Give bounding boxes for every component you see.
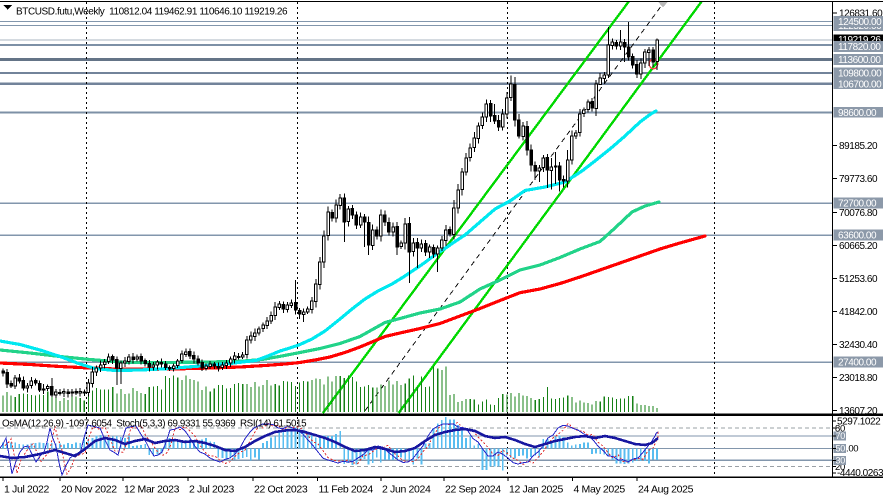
svg-text:4 May 2025: 4 May 2025 bbox=[574, 484, 626, 496]
svg-text:50: 50 bbox=[836, 444, 846, 454]
svg-text:12 Jan 2025: 12 Jan 2025 bbox=[509, 484, 563, 496]
svg-text:51253.60: 51253.60 bbox=[839, 274, 878, 285]
svg-text:89185.20: 89185.20 bbox=[839, 141, 878, 152]
svg-text:72700.00: 72700.00 bbox=[838, 199, 877, 210]
svg-text:0.00: 0.00 bbox=[841, 444, 858, 455]
svg-text:13607.20: 13607.20 bbox=[839, 406, 878, 417]
svg-text:22 Oct 2023: 22 Oct 2023 bbox=[254, 484, 308, 496]
svg-text:106700.00: 106700.00 bbox=[838, 79, 882, 90]
svg-text:24 Aug 2025: 24 Aug 2025 bbox=[638, 484, 694, 496]
svg-text:70076.80: 70076.80 bbox=[839, 208, 878, 219]
svg-text:20 Nov 2022: 20 Nov 2022 bbox=[61, 484, 117, 496]
svg-text:117820.00: 117820.00 bbox=[838, 42, 881, 53]
svg-text:11 Feb 2024: 11 Feb 2024 bbox=[319, 484, 374, 496]
svg-text:27400.00: 27400.00 bbox=[838, 358, 877, 369]
svg-text:5297.1022: 5297.1022 bbox=[837, 417, 881, 428]
svg-text:80: 80 bbox=[835, 423, 845, 434]
svg-text:12 Mar 2023: 12 Mar 2023 bbox=[124, 484, 180, 496]
svg-text:79773.60: 79773.60 bbox=[839, 174, 878, 185]
svg-text:60665.20: 60665.20 bbox=[839, 241, 878, 252]
svg-text:126831.60: 126831.60 bbox=[839, 9, 883, 20]
svg-text:70: 70 bbox=[836, 431, 846, 441]
svg-text:BTCUSD.futu,Weekly 110812.04: BTCUSD.futu,Weekly 110812.04 119462.91 1… bbox=[16, 7, 288, 18]
svg-text:119219.26: 119219.26 bbox=[838, 35, 881, 46]
svg-text:20: 20 bbox=[835, 462, 845, 473]
svg-text:23018.80: 23018.80 bbox=[839, 373, 878, 384]
svg-text:109800.00: 109800.00 bbox=[838, 69, 882, 80]
svg-text:30: 30 bbox=[836, 456, 846, 466]
svg-text:2 Jun 2024: 2 Jun 2024 bbox=[382, 484, 431, 496]
svg-text:2 Jul 2023: 2 Jul 2023 bbox=[189, 484, 234, 496]
svg-text:98600.00: 98600.00 bbox=[838, 108, 877, 119]
svg-text:OsMA(12,26,9) -1097.6054 Stoc: OsMA(12,26,9) -1097.6054 Stoch(5,3,3) 69… bbox=[2, 419, 307, 430]
svg-text:124500.00: 124500.00 bbox=[838, 17, 882, 28]
svg-text:32430.40: 32430.40 bbox=[839, 340, 878, 351]
svg-text:22 Sep 2024: 22 Sep 2024 bbox=[445, 484, 501, 496]
svg-text:63600.00: 63600.00 bbox=[838, 231, 877, 242]
svg-text:41842.00: 41842.00 bbox=[839, 307, 878, 318]
svg-text:-4440.0263: -4440.0263 bbox=[837, 468, 883, 479]
svg-text:113600.00: 113600.00 bbox=[838, 55, 881, 66]
svg-text:1 Jul 2022: 1 Jul 2022 bbox=[4, 484, 49, 496]
